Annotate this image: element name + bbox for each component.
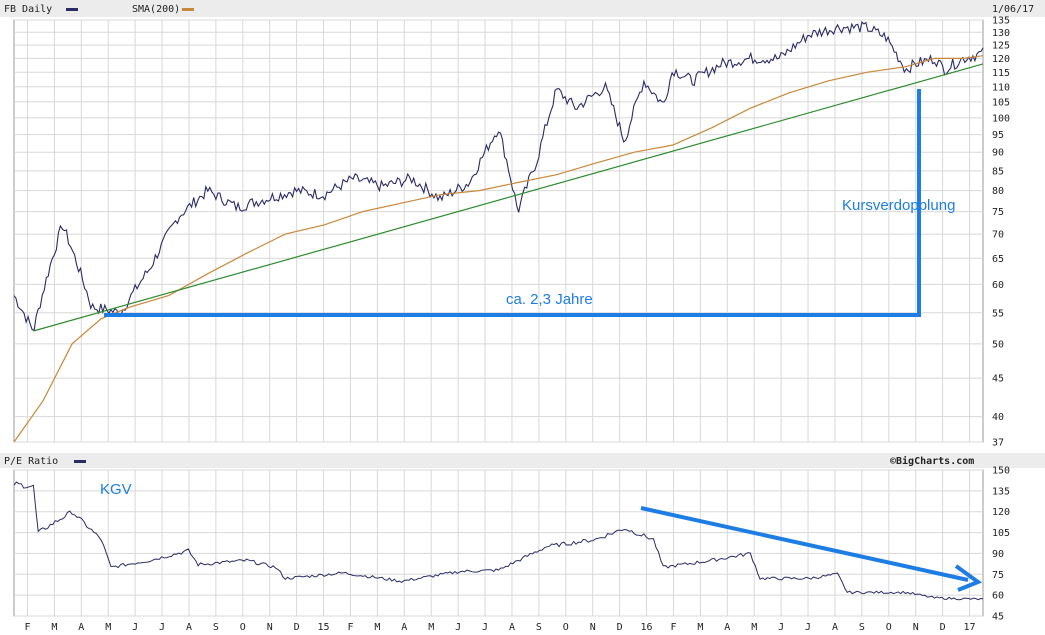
x-tick-label: D	[617, 622, 623, 633]
x-tick-label: M	[105, 622, 111, 633]
x-tick-label: D	[940, 622, 946, 633]
price-tick-label: 105	[992, 97, 1010, 108]
x-tick-label: 17	[964, 622, 976, 633]
price-tick-label: 45	[992, 374, 1004, 385]
price-series	[13, 21, 984, 443]
price-tick-label: 37	[992, 438, 1004, 449]
pe-tick-label: 45	[992, 612, 1004, 623]
pe-plot-frame	[13, 469, 984, 617]
chart-header: FB Daily SMA(200) 1/06/17	[0, 0, 1045, 17]
price-tick-label: 60	[992, 280, 1004, 291]
price-tick-label: 40	[992, 412, 1004, 423]
price-tick-label: 130	[992, 28, 1010, 39]
x-tick-label: F	[670, 622, 676, 633]
x-tick-label: F	[347, 622, 353, 633]
x-tick-label: A	[78, 622, 84, 633]
x-tick-label: O	[563, 622, 569, 633]
x-tick-label: A	[509, 622, 515, 633]
x-tick-label: M	[697, 622, 703, 633]
x-tick-label: N	[267, 622, 273, 633]
pe-line	[13, 481, 984, 601]
x-tick-label: O	[886, 622, 892, 633]
price-tick-label: 50	[992, 339, 1004, 350]
doubling-text: Kursverdopplung	[842, 197, 955, 214]
x-tick-label: M	[428, 622, 434, 633]
x-tick-label: N	[913, 622, 919, 633]
time-x-axis: F M A M J J A S O N D 15 F M A M J J A S O N D 16 F M A M J J A S O N D 17	[24, 622, 975, 633]
price-tick-label: 70	[992, 230, 1004, 241]
x-tick-label: F	[24, 622, 30, 633]
price-tick-label: 100	[992, 113, 1010, 124]
x-tick-label: M	[751, 622, 757, 633]
header-date: 1/06/17	[992, 4, 1034, 15]
price-gridlines	[14, 19, 983, 443]
price-tick-label: 120	[992, 54, 1010, 65]
pe-label: P/E Ratio	[4, 456, 58, 467]
sma-line	[13, 55, 984, 443]
x-tick-label: A	[832, 622, 838, 633]
x-tick-label: 16	[641, 622, 653, 633]
pe-tick-label: 135	[992, 486, 1010, 497]
x-tick-label: J	[778, 622, 784, 633]
x-tick-label: 15	[318, 622, 330, 633]
price-tick-label: 125	[992, 41, 1010, 52]
price-tick-label: 85	[992, 166, 1004, 177]
price-line	[13, 21, 984, 331]
price-tick-label: 95	[992, 130, 1004, 141]
source-label: ©BigCharts.com	[890, 455, 974, 467]
pe-tick-label: 60	[992, 591, 1004, 602]
symbol-swatch	[66, 8, 78, 11]
pe-tick-label: 75	[992, 570, 1004, 581]
kgv-annotation: KGV	[100, 481, 983, 592]
kgv-arrow-head-icon	[954, 564, 983, 592]
price-tick-label: 80	[992, 186, 1004, 197]
price-tick-label: 115	[992, 68, 1010, 79]
price-tick-label: 110	[992, 82, 1010, 93]
years-text: ca. 2,3 Jahre	[506, 291, 593, 308]
sma-swatch	[182, 8, 194, 11]
kgv-trend-arrow-line	[640, 506, 969, 582]
x-tick-label: D	[294, 622, 300, 633]
x-tick-label: S	[536, 622, 542, 633]
price-tick-label: 135	[992, 16, 1010, 27]
price-tick-label: 65	[992, 254, 1004, 265]
sma-label: SMA(200)	[132, 4, 180, 15]
x-tick-label: M	[51, 622, 57, 633]
symbol-label: FB Daily	[4, 4, 52, 15]
x-tick-label: A	[724, 622, 730, 633]
x-tick-label: J	[805, 622, 811, 633]
doubling-annotation: Kursverdopplung ca. 2,3 Jahre	[104, 89, 955, 317]
x-tick-label: N	[590, 622, 596, 633]
price-tick-label: 90	[992, 148, 1004, 159]
price-tick-label: 55	[992, 308, 1004, 319]
x-tick-label: O	[240, 622, 246, 633]
x-tick-label: A	[401, 622, 407, 633]
x-tick-label: A	[186, 622, 192, 633]
pe-tick-label: 105	[992, 528, 1010, 539]
pe-tick-label: 150	[992, 466, 1010, 477]
pe-series	[13, 481, 984, 601]
x-tick-label: J	[159, 622, 165, 633]
kgv-text: KGV	[100, 481, 132, 498]
pe-tick-label: 90	[992, 549, 1004, 560]
x-tick-label: S	[859, 622, 865, 633]
pe-gridlines	[14, 469, 983, 617]
price-tick-label: 75	[992, 207, 1004, 218]
x-tick-label: J	[132, 622, 138, 633]
price-plot-frame	[13, 19, 984, 443]
x-tick-label: S	[213, 622, 219, 633]
x-tick-label: J	[455, 622, 461, 633]
trend-line	[33, 63, 984, 332]
x-tick-label: M	[374, 622, 380, 633]
pe-swatch	[74, 460, 86, 463]
pe-y-axis: 150 135 120 105 90 75 60 45	[992, 466, 1010, 623]
x-tick-label: J	[482, 622, 488, 633]
pe-tick-label: 120	[992, 507, 1010, 518]
pe-header: P/E Ratio ©BigCharts.com	[0, 453, 1045, 468]
